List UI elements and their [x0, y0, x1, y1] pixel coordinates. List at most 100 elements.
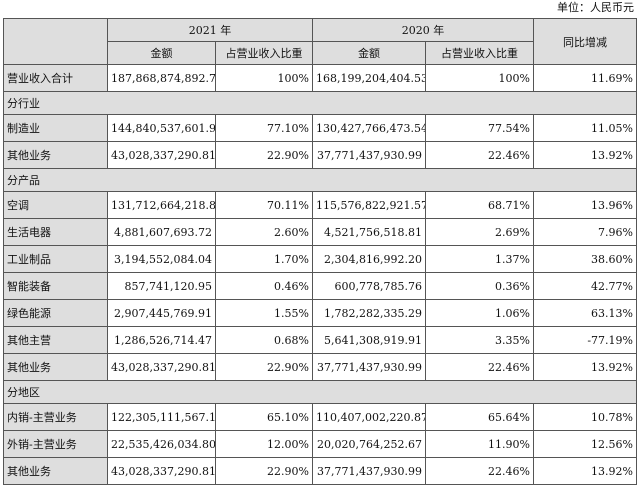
table-row: 外销-主营业务 22,535,426,034.80 12.00% 20,020,764… [3, 430, 637, 458]
ratio-2020: 77.54% [425, 114, 534, 142]
amount-2020: 130,427,766,473.54 [312, 114, 426, 142]
ratio-2021: 0.68% [215, 326, 313, 354]
ratio-2021: 22.90% [215, 141, 313, 169]
amount-2020: 168,199,204,404.53 [312, 64, 426, 92]
amount-2021: 22,535,426,034.80 [107, 430, 216, 458]
amount-2020: 600,778,785.76 [312, 272, 426, 300]
amount-2020: 115,576,822,921.57 [312, 191, 426, 219]
row-label: 营业收入合计 [3, 64, 108, 92]
amount-2020: 37,771,437,930.99 [312, 353, 426, 381]
ratio-2020: 22.46% [425, 457, 534, 485]
amount-2020: 110,407,002,220.87 [312, 403, 426, 431]
row-label: 外销-主营业务 [3, 430, 108, 458]
header-ratio-2021: 占营业收入比重 [215, 41, 313, 65]
yoy-change: 7.96% [533, 218, 637, 246]
ratio-2021: 22.90% [215, 457, 313, 485]
amount-2021: 43,028,337,290.81 [107, 353, 216, 381]
header-year-2021: 2021 年 [107, 18, 313, 42]
ratio-2020: 65.64% [425, 403, 534, 431]
yoy-change: 11.05% [533, 114, 637, 142]
row-label: 空调 [3, 191, 108, 219]
row-label: 其他业务 [3, 457, 108, 485]
header-row-years: 2021 年 2020 年 同比增减 [3, 18, 637, 65]
row-label: 其他业务 [3, 141, 108, 169]
amount-2020: 2,304,816,992.20 [312, 245, 426, 273]
revenue-table: 2021 年 2020 年 同比增减 金额 占营业收入比重 金额 占营业收入比重… [3, 18, 637, 485]
table-row: 其他业务 43,028,337,290.81 22.90% 37,771,437,93… [3, 141, 637, 169]
amount-2020: 1,782,282,335.29 [312, 299, 426, 327]
row-label: 绿色能源 [3, 299, 108, 327]
section-title: 分行业 [3, 91, 637, 115]
header-row-columns: 金额 占营业收入比重 金额 占营业收入比重 [4, 41, 637, 65]
amount-2021: 1,286,526,714.47 [107, 326, 216, 354]
row-label: 智能装备 [3, 272, 108, 300]
ratio-2021: 22.90% [215, 353, 313, 381]
ratio-2020: 1.06% [425, 299, 534, 327]
table-row: 生活电器 4,881,607,693.72 2.60% 4,521,756,518.8… [3, 218, 637, 246]
yoy-change: 13.92% [533, 457, 637, 485]
header-yoy: 同比增减 [533, 18, 637, 65]
header-blank-cell [3, 18, 108, 65]
amount-2020: 37,771,437,930.99 [312, 457, 426, 485]
ratio-2021: 65.10% [215, 403, 313, 431]
table-row: 其他业务 43,028,337,290.81 22.90% 37,771,437,93… [3, 353, 637, 381]
amount-2020: 4,521,756,518.81 [312, 218, 426, 246]
table-row: 其他主营 1,286,526,714.47 0.68% 5,641,308,919.9… [3, 326, 637, 354]
ratio-2020: 3.35% [425, 326, 534, 354]
yoy-change: 13.92% [533, 353, 637, 381]
yoy-change: 13.96% [533, 191, 637, 219]
amount-2021: 43,028,337,290.81 [107, 457, 216, 485]
section-row: 分行业 [3, 91, 637, 115]
yoy-change: 42.77% [533, 272, 637, 300]
ratio-2021: 70.11% [215, 191, 313, 219]
amount-2021: 144,840,537,601.90 [107, 114, 216, 142]
section-title: 分产品 [3, 168, 637, 192]
ratio-2020: 68.71% [425, 191, 534, 219]
section-row: 分产品 [3, 168, 637, 192]
ratio-2021: 1.70% [215, 245, 313, 273]
table-row: 空调 131,712,664,218.81 70.11% 115,576,822,92… [3, 191, 637, 219]
amount-2021: 131,712,664,218.81 [107, 191, 216, 219]
row-label: 工业制品 [3, 245, 108, 273]
row-label: 其他主营 [3, 326, 108, 354]
section-title: 分地区 [3, 380, 637, 404]
ratio-2021: 2.60% [215, 218, 313, 246]
ratio-2020: 22.46% [425, 141, 534, 169]
ratio-2020: 11.90% [425, 430, 534, 458]
amount-2021: 43,028,337,290.81 [107, 141, 216, 169]
ratio-2020: 2.69% [425, 218, 534, 246]
unit-label: 单位：人民币元 [557, 1, 634, 14]
yoy-change: 38.60% [533, 245, 637, 273]
section-row: 分地区 [3, 380, 637, 404]
row-label: 制造业 [3, 114, 108, 142]
header-amount-2021: 金额 [107, 41, 216, 65]
table-row: 工业制品 3,194,552,084.04 1.70% 2,304,816,992.2… [3, 245, 637, 273]
row-label: 生活电器 [3, 218, 108, 246]
amount-2021: 2,907,445,769.91 [107, 299, 216, 327]
amount-2020: 20,020,764,252.67 [312, 430, 426, 458]
amount-2020: 37,771,437,930.99 [312, 141, 426, 169]
yoy-change: 63.13% [533, 299, 637, 327]
yoy-change: 12.56% [533, 430, 637, 458]
table-row: 绿色能源 2,907,445,769.91 1.55% 1,782,282,335.2… [3, 299, 637, 327]
table-row: 内销-主营业务 122,305,111,567.10 65.10% 110,407,0… [3, 403, 637, 431]
table-row: 智能装备 857,741,120.95 0.46% 600,778,785.76 0.3… [3, 272, 637, 300]
amount-2021: 3,194,552,084.04 [107, 245, 216, 273]
header-ratio-2020: 占营业收入比重 [425, 41, 534, 65]
ratio-2021: 12.00% [215, 430, 313, 458]
amount-2020: 5,641,308,919.91 [312, 326, 426, 354]
yoy-change: 10.78% [533, 403, 637, 431]
ratio-2020: 1.37% [425, 245, 534, 273]
amount-2021: 4,881,607,693.72 [107, 218, 216, 246]
header-year-2020: 2020 年 [312, 18, 534, 42]
row-label: 其他业务 [3, 353, 108, 381]
ratio-2021: 100% [215, 64, 313, 92]
header-amount-2020: 金额 [312, 41, 426, 65]
ratio-2020: 100% [425, 64, 534, 92]
ratio-2021: 1.55% [215, 299, 313, 327]
ratio-2020: 22.46% [425, 353, 534, 381]
table-row: 其他业务 43,028,337,290.81 22.90% 37,771,437,93… [3, 457, 637, 485]
yoy-change: 11.69% [533, 64, 637, 92]
ratio-2021: 77.10% [215, 114, 313, 142]
amount-2021: 857,741,120.95 [107, 272, 216, 300]
